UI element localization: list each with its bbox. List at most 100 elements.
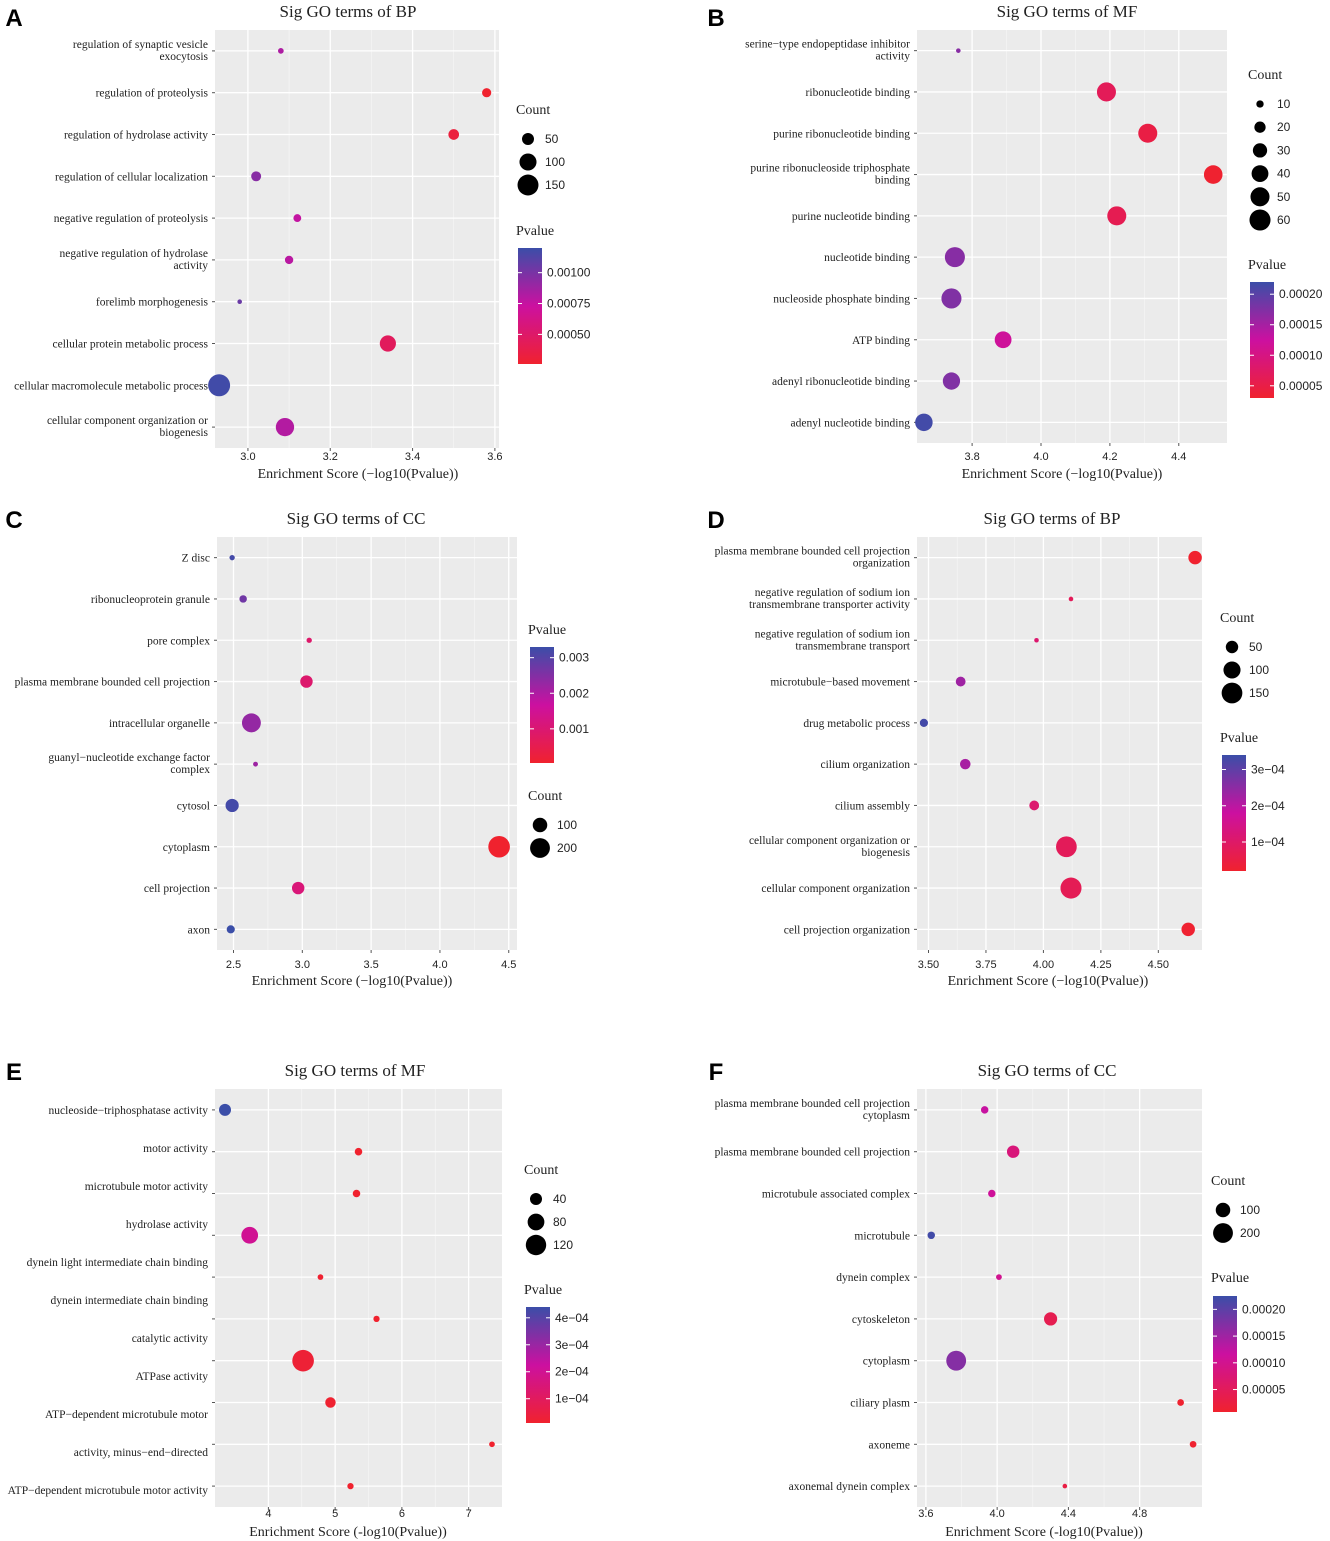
pvalue-legend-label: 0.002 xyxy=(559,686,589,700)
pvalue-legend-label: 0.00020 xyxy=(1242,1302,1286,1316)
y-axis-label: microtubule−based movement xyxy=(770,677,910,689)
x-tick-label: 4.5 xyxy=(501,959,516,971)
data-point xyxy=(251,171,262,182)
data-point xyxy=(927,1231,935,1240)
plot-background xyxy=(917,30,1227,443)
data-point xyxy=(996,1274,1002,1280)
y-axis-label: cellular component organization or xyxy=(749,835,910,847)
data-point xyxy=(229,554,235,561)
chart-title: Sig GO terms of CC xyxy=(287,509,426,528)
count-legend-dot xyxy=(1254,121,1266,133)
y-axis-label: cilium assembly xyxy=(835,800,910,812)
chart-title: Sig GO terms of BP xyxy=(280,2,417,21)
data-point xyxy=(1177,1399,1184,1406)
y-axis-label: cytosol xyxy=(177,800,210,812)
data-point xyxy=(1060,877,1082,899)
x-tick-label: 4.4 xyxy=(1061,1508,1076,1520)
data-point xyxy=(489,1441,495,1448)
data-point xyxy=(352,1189,361,1198)
y-axis-label: ATP−dependent microtubule motor activity xyxy=(8,1485,209,1497)
count-legend-label: 100 xyxy=(557,818,577,832)
y-axis-label: purine nucleotide binding xyxy=(792,211,910,223)
pvalue-legend-title: Pvalue xyxy=(1211,1271,1249,1286)
pvalue-colorbar xyxy=(518,248,542,364)
y-axis-label: cilium organization xyxy=(820,759,910,771)
x-axis-title: Enrichment Score (−log10(Pvalue)) xyxy=(252,974,453,989)
data-point xyxy=(1006,1145,1020,1158)
count-legend-dot xyxy=(1251,165,1269,183)
count-legend-label: 120 xyxy=(553,1238,573,1252)
x-tick-label: 3.6 xyxy=(918,1508,933,1520)
count-legend-title: Count xyxy=(1211,1174,1245,1189)
y-axis-label: organization xyxy=(853,558,911,570)
y-axis-label: cellular component organization or xyxy=(47,415,208,427)
y-axis-label: transmembrane transporter activity xyxy=(749,599,910,611)
y-axis-label: nucleoside−triphosphatase activity xyxy=(49,1105,209,1117)
chart-title: Sig GO terms of MF xyxy=(285,1061,426,1080)
y-axis-label: cytoplasm xyxy=(163,842,210,854)
panel-d: D Sig GO terms of BP 3.50 3.75 4.00 4.25 4.50 E… xyxy=(707,507,1285,989)
y-axis-label: nucleotide binding xyxy=(824,252,910,264)
data-point xyxy=(373,1315,380,1323)
count-legend-label: 30 xyxy=(1277,143,1291,157)
count-legend-label: 100 xyxy=(1249,663,1269,677)
pvalue-legend-label: 0.00050 xyxy=(547,327,591,341)
y-axis-label: cytoplasm xyxy=(863,1356,910,1368)
data-point xyxy=(488,835,510,858)
data-point xyxy=(241,713,261,733)
panel-f: F Sig GO terms of CC 3.6 4.0 4.4 4.8 Enrichmen… xyxy=(709,1059,1286,1540)
count-legend-label: 50 xyxy=(1277,190,1291,204)
y-axis-label: negative regulation of proteolysis xyxy=(54,213,209,225)
x-tick-label: 4.0 xyxy=(432,959,447,971)
data-point xyxy=(219,1103,232,1116)
data-point xyxy=(1043,1312,1058,1326)
x-tick-label: 3.75 xyxy=(975,959,996,971)
data-point xyxy=(955,676,966,687)
pvalue-legend: Pvalue 3e−04 2e−04 1e−04 xyxy=(1220,731,1285,871)
data-point xyxy=(915,413,933,432)
data-point xyxy=(448,129,460,140)
data-point xyxy=(980,1106,989,1114)
x-tick-label: 3.0 xyxy=(240,451,255,463)
y-axis-label: activity xyxy=(876,51,911,63)
y-axis-label: ATP−dependent microtubule motor xyxy=(45,1409,208,1421)
count-legend-dot xyxy=(1252,143,1268,158)
x-tick-label: 6 xyxy=(399,1508,405,1520)
plot-background xyxy=(217,537,517,950)
x-tick-label: 7 xyxy=(466,1508,472,1520)
gridlines xyxy=(215,1089,502,1507)
x-axis-title: Enrichment Score (-log10(Pvalue)) xyxy=(249,1525,447,1540)
data-point xyxy=(1138,123,1158,143)
y-axis-label: biogenesis xyxy=(159,427,208,439)
data-point xyxy=(942,372,961,390)
x-tick-label: 4.8 xyxy=(1132,1508,1147,1520)
y-axis-label: negative regulation of hydrolase xyxy=(60,248,209,260)
y-axis-label: activity, minus−end−directed xyxy=(74,1447,208,1459)
count-legend-dot xyxy=(1250,187,1270,207)
data-point xyxy=(241,1226,259,1244)
y-axis-label: cell projection organization xyxy=(784,924,910,936)
y-axis-label: hydrolase activity xyxy=(126,1219,208,1231)
x-tick-label: 4.0 xyxy=(1033,451,1048,463)
data-point xyxy=(1181,922,1195,937)
pvalue-colorbar xyxy=(1222,755,1246,871)
y-axis-label: activity xyxy=(174,260,209,272)
count-legend-dot xyxy=(1215,1202,1231,1218)
x-tick-label: 3.50 xyxy=(918,959,939,971)
data-points xyxy=(219,1103,495,1490)
pvalue-legend-label: 0.003 xyxy=(559,651,589,665)
y-axis-label: dynein complex xyxy=(836,1272,910,1284)
y-axis-label: pore complex xyxy=(147,635,210,647)
count-legend: Count 100 200 xyxy=(1211,1174,1260,1243)
y-axis-label: nucleoside phosphate binding xyxy=(773,293,910,305)
y-axis-label: cellular protein metabolic process xyxy=(52,339,208,351)
data-point xyxy=(1029,800,1040,811)
x-tick-label: 5 xyxy=(332,1508,338,1520)
data-points xyxy=(915,48,1223,432)
y-axis-label: dynein light intermediate chain binding xyxy=(27,1257,209,1269)
count-legend-label: 40 xyxy=(553,1192,567,1206)
count-legend-label: 10 xyxy=(1277,97,1291,111)
y-axis-label: adenyl ribonucleotide binding xyxy=(772,376,910,388)
data-point xyxy=(347,1482,354,1490)
